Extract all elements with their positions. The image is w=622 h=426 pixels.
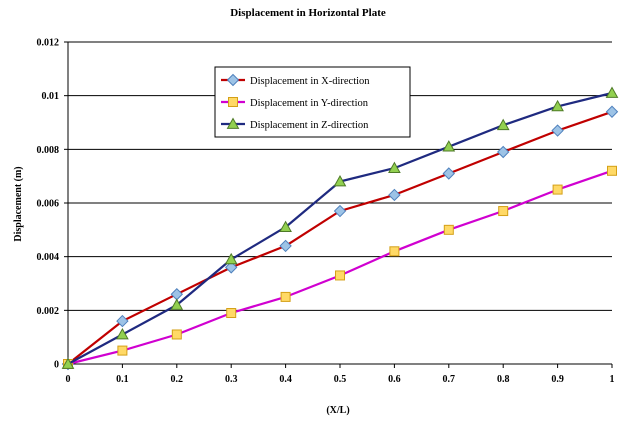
- series-2-point-4: [280, 291, 291, 302]
- x-tick-label-1: 1: [610, 374, 615, 385]
- legend-label-3: Displacement in Z-direction: [250, 120, 369, 131]
- series-1-point-2: [170, 288, 184, 301]
- y-tick-label-0.01: 0.01: [42, 91, 60, 102]
- series-3-point-8: [496, 118, 510, 131]
- series-2-point-10: [607, 165, 617, 176]
- series-2-point-8: [498, 206, 509, 217]
- series-3: [61, 86, 619, 369]
- series-3-point-10: [605, 86, 619, 98]
- series-1-point-10: [605, 105, 619, 118]
- x-tick-label-0.1: 0.1: [116, 374, 129, 385]
- series-3-point-7: [442, 140, 456, 152]
- x-tick-labels: 0 0.1 0.2 0.3 0.4 0.5 0.6 0.7 0.8 0.9 1: [66, 374, 615, 385]
- chart-title: Displacement in Horizontal Plate: [230, 7, 386, 19]
- x-tick-label-0.3: 0.3: [225, 374, 238, 385]
- legend-item-1: Displacement in X-direction: [221, 73, 370, 87]
- series-1-point-5: [333, 204, 347, 218]
- y-axis-label: Displacement (m): [13, 166, 24, 241]
- series-1-point-8: [496, 145, 510, 159]
- series-2-point-5: [335, 270, 345, 281]
- series-1-point-9: [551, 124, 564, 137]
- series-1-point-4: [279, 239, 292, 253]
- y-tick-label-0.004: 0.004: [37, 252, 60, 263]
- x-tick-label-0.6: 0.6: [388, 374, 401, 385]
- series-2-point-7: [443, 224, 454, 235]
- series-2-point-2: [171, 329, 182, 340]
- legend-swatch-marker-2: [228, 97, 238, 107]
- series-2-point-9: [552, 184, 563, 195]
- series-3-point-0: [61, 357, 75, 369]
- series-3-point-1: [116, 327, 129, 340]
- y-tick-labels: 0 0.002 0.004 0.006 0.008 0.01 0.012: [37, 38, 60, 371]
- series-line-2: [67, 169, 613, 366]
- legend-item-3: Displacement in Z-direction: [221, 117, 369, 131]
- series-2-point-6: [389, 246, 400, 257]
- x-axis-label: (X/L): [326, 405, 349, 416]
- series-1: [61, 105, 619, 371]
- series-1-point-3: [224, 261, 238, 274]
- x-tick-label-0.5: 0.5: [334, 374, 347, 385]
- series-2-point-3: [226, 308, 237, 319]
- series-1-point-1: [116, 314, 129, 328]
- legend: Displacement in X-direction Displacement …: [214, 66, 411, 138]
- y-tick-label-0.012: 0.012: [37, 38, 60, 49]
- legend-swatch-marker-3: [226, 117, 240, 129]
- legend-label-1: Displacement in X-direction: [250, 76, 370, 87]
- y-tick-label-0.006: 0.006: [37, 199, 60, 210]
- series-3-point-5: [333, 175, 347, 187]
- x-tick-label-0.9: 0.9: [551, 374, 564, 385]
- series-2-point-1: [117, 345, 128, 356]
- x-tick-label-0.2: 0.2: [171, 374, 184, 385]
- y-tick-label-0.008: 0.008: [37, 145, 60, 156]
- x-tick-label-0: 0: [66, 374, 71, 385]
- y-tick-label-0: 0: [54, 360, 59, 371]
- legend-box: [214, 66, 411, 138]
- x-tick-label-0.8: 0.8: [497, 374, 510, 385]
- series-1-point-6: [388, 188, 401, 202]
- series-3-point-3: [224, 252, 238, 265]
- series-2: [63, 165, 617, 369]
- series-3-point-2: [170, 298, 184, 310]
- legend-item-2: Displacement in Y-direction: [221, 97, 369, 109]
- series-group: [61, 86, 619, 371]
- axes: [64, 41, 613, 368]
- series-3-point-6: [388, 161, 401, 174]
- x-tick-label-0.4: 0.4: [279, 374, 292, 385]
- series-3-point-9: [551, 99, 564, 112]
- legend-label-2: Displacement in Y-direction: [250, 98, 369, 109]
- x-tick-label-0.7: 0.7: [443, 374, 456, 385]
- series-1-point-7: [442, 167, 456, 180]
- y-tick-label-0.002: 0.002: [37, 306, 60, 317]
- legend-swatch-marker-1: [226, 73, 240, 87]
- series-3-point-4: [279, 220, 292, 233]
